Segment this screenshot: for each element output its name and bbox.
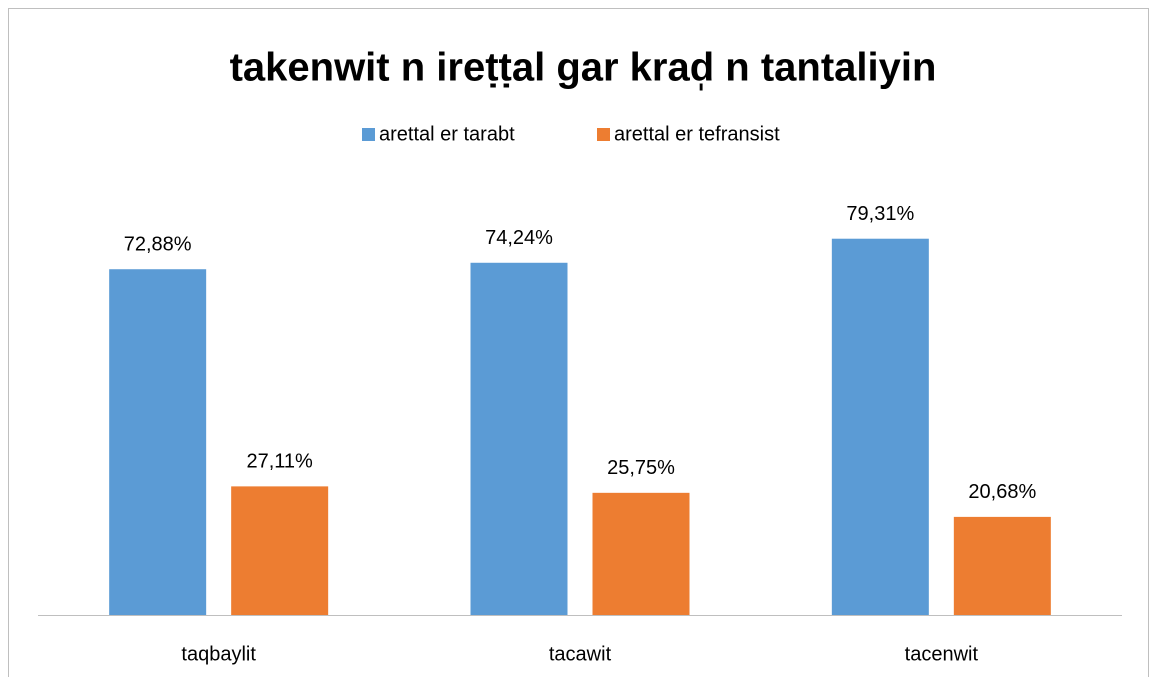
bar [231,486,329,615]
legend-label: arettal er tefransist [614,123,780,145]
legend-label: arettal er tarabt [379,123,515,145]
legend-swatch [597,128,610,141]
bar [470,262,568,615]
bar [953,516,1051,615]
legend-swatch [362,128,375,141]
data-label: 25,75% [607,457,675,479]
x-tick-label: tacawit [549,643,612,665]
data-label: 79,31% [846,203,914,225]
data-label: 72,88% [124,234,192,256]
data-label: 27,11% [246,451,313,473]
bar [831,238,929,615]
x-tick-label: tacenwit [905,643,979,665]
chart-title: takenwit n ireṭṭal gar krad̩ n tantaliyi… [230,46,937,90]
bar [109,269,207,615]
data-label: 74,24% [485,227,553,249]
x-tick-label: taqbaylit [181,643,256,665]
data-label: 20,68% [968,481,1036,503]
bar [592,492,690,615]
